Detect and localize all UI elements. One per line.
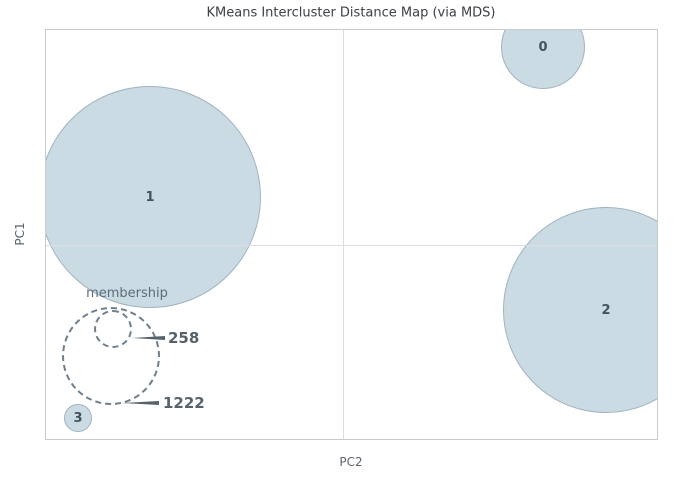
size-legend-value-1222: 1222 bbox=[163, 394, 205, 412]
chart-title: KMeans Intercluster Distance Map (via MD… bbox=[206, 5, 496, 21]
y-axis-label: PC1 bbox=[13, 222, 27, 246]
cluster-label-0: 0 bbox=[538, 39, 548, 55]
size-legend-value-258: 258 bbox=[168, 329, 200, 347]
size-legend-callout-line-258 bbox=[132, 336, 165, 340]
x-axis-label: PC2 bbox=[339, 455, 363, 469]
cluster-bubble-0: 0 bbox=[501, 30, 585, 89]
cluster-bubble-3: 3 bbox=[64, 404, 92, 432]
vertical-gridline bbox=[343, 30, 344, 439]
cluster-bubble-2: 2 bbox=[503, 207, 657, 413]
cluster-label-2: 2 bbox=[601, 302, 611, 318]
size-legend-circle-large bbox=[62, 307, 160, 405]
size-legend-circle-small bbox=[94, 310, 132, 348]
cluster-label-1: 1 bbox=[145, 189, 155, 205]
horizontal-gridline bbox=[46, 245, 657, 246]
cluster-label-3: 3 bbox=[73, 410, 83, 426]
size-legend-callout-line-1222 bbox=[122, 401, 159, 405]
cluster-bubble-1: 1 bbox=[46, 86, 261, 308]
